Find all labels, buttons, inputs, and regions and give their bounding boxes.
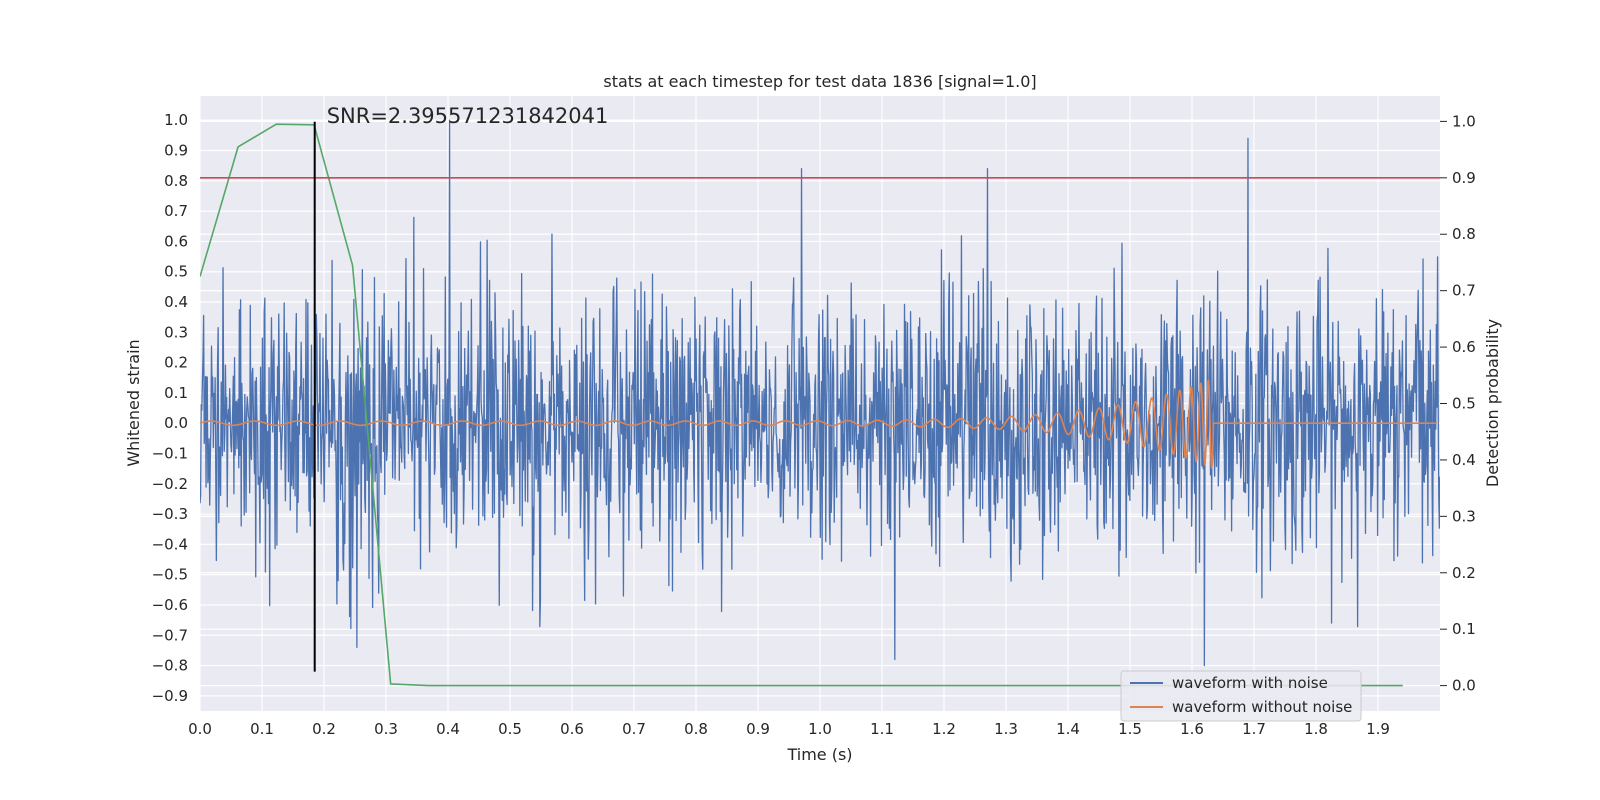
y-tick-label-left: 0.6 bbox=[164, 232, 188, 250]
legend-label-noise: waveform with noise bbox=[1172, 674, 1328, 692]
legend-box bbox=[1120, 670, 1362, 722]
legend-label-clean: waveform without noise bbox=[1172, 698, 1352, 716]
y-tick-label-left: −0.3 bbox=[152, 505, 188, 523]
y-tick-label-left: 0.3 bbox=[164, 323, 188, 341]
x-tick-label: 0.7 bbox=[622, 720, 646, 738]
y-tick-label-right: 0.9 bbox=[1452, 169, 1476, 187]
x-tick-label: 1.6 bbox=[1180, 720, 1204, 738]
snr-annotation: SNR=2.395571231842041 bbox=[327, 104, 609, 128]
y-tick-label-right: 0.7 bbox=[1452, 282, 1476, 300]
y-tick-label-left: −0.5 bbox=[152, 566, 188, 584]
y-tick-label-left: −0.7 bbox=[152, 626, 188, 644]
y-tick-label-left: 0.8 bbox=[164, 172, 188, 190]
y-tick-label-right: 0.8 bbox=[1452, 225, 1476, 243]
x-tick-label: 1.3 bbox=[994, 720, 1018, 738]
y-tick-label-left: −0.6 bbox=[152, 596, 188, 614]
x-tick-label: 1.9 bbox=[1366, 720, 1390, 738]
y-tick-label-left: −0.8 bbox=[152, 657, 188, 675]
series-waveform-without-noise bbox=[200, 379, 1438, 469]
y-tick-label-right: 0.3 bbox=[1452, 507, 1476, 525]
x-tick-label: 1.5 bbox=[1118, 720, 1142, 738]
x-tick-label: 1.2 bbox=[932, 720, 956, 738]
y-tick-label-right: 0.4 bbox=[1452, 451, 1476, 469]
series-detection-probability bbox=[200, 123, 1403, 687]
y-tick-label-left: 0.9 bbox=[164, 142, 188, 160]
y-tick-label-left: 0.4 bbox=[164, 293, 188, 311]
y-tick-label-right: 0.5 bbox=[1452, 395, 1476, 413]
x-tick-label: 0.9 bbox=[746, 720, 770, 738]
y-axis-label-left: Whitened strain bbox=[124, 339, 143, 466]
x-tick-label: 0.3 bbox=[374, 720, 398, 738]
y-tick-label-left: 0.0 bbox=[164, 414, 188, 432]
y-tick-label-left: 0.1 bbox=[164, 384, 188, 402]
x-tick-label: 1.4 bbox=[1056, 720, 1080, 738]
series-layer bbox=[200, 119, 1440, 687]
y-tick-label-left: −0.4 bbox=[152, 535, 188, 553]
chart-title: stats at each timestep for test data 183… bbox=[603, 72, 1036, 91]
y-tick-label-left: 0.2 bbox=[164, 354, 188, 372]
series-waveform-with-noise bbox=[200, 119, 1440, 667]
y-tick-label-right: 0.0 bbox=[1452, 677, 1476, 695]
x-tick-label: 0.1 bbox=[250, 720, 274, 738]
x-tick-label: 0.5 bbox=[498, 720, 522, 738]
y-tick-label-left: −0.2 bbox=[152, 475, 188, 493]
y-tick-label-right: 0.6 bbox=[1452, 338, 1476, 356]
x-tick-label: 0.8 bbox=[684, 720, 708, 738]
y-tick-label-left: 1.0 bbox=[164, 111, 188, 129]
y-tick-label-left: −0.9 bbox=[152, 687, 188, 705]
y-tick-label-right: 0.2 bbox=[1452, 564, 1476, 582]
x-tick-label: 0.2 bbox=[312, 720, 336, 738]
x-tick-label: 0.6 bbox=[560, 720, 584, 738]
y-tick-label-left: 0.5 bbox=[164, 263, 188, 281]
y-axis-label-right: Detection probability bbox=[1483, 319, 1502, 487]
x-tick-label: 0.4 bbox=[436, 720, 460, 738]
y-tick-label-right: 1.0 bbox=[1452, 112, 1476, 130]
y-tick-label-left: −0.1 bbox=[152, 444, 188, 462]
y-tick-label-right: 0.1 bbox=[1452, 620, 1476, 638]
axes: 0.0 0.1 0.2 0.3 0.4 0.5 0.6 0.7 0.8 0.9 1.0 1.1 1.2 1… bbox=[152, 111, 1476, 738]
y-tick-label-left: 0.7 bbox=[164, 202, 188, 220]
x-tick-label: 1.1 bbox=[870, 720, 894, 738]
legend: waveform with noise waveform without noi… bbox=[1120, 670, 1362, 722]
x-tick-label: 1.8 bbox=[1304, 720, 1328, 738]
x-tick-label: 0.0 bbox=[188, 720, 212, 738]
x-axis-label: Time (s) bbox=[786, 745, 852, 764]
x-tick-label: 1.0 bbox=[808, 720, 832, 738]
x-tick-label: 1.7 bbox=[1242, 720, 1266, 738]
